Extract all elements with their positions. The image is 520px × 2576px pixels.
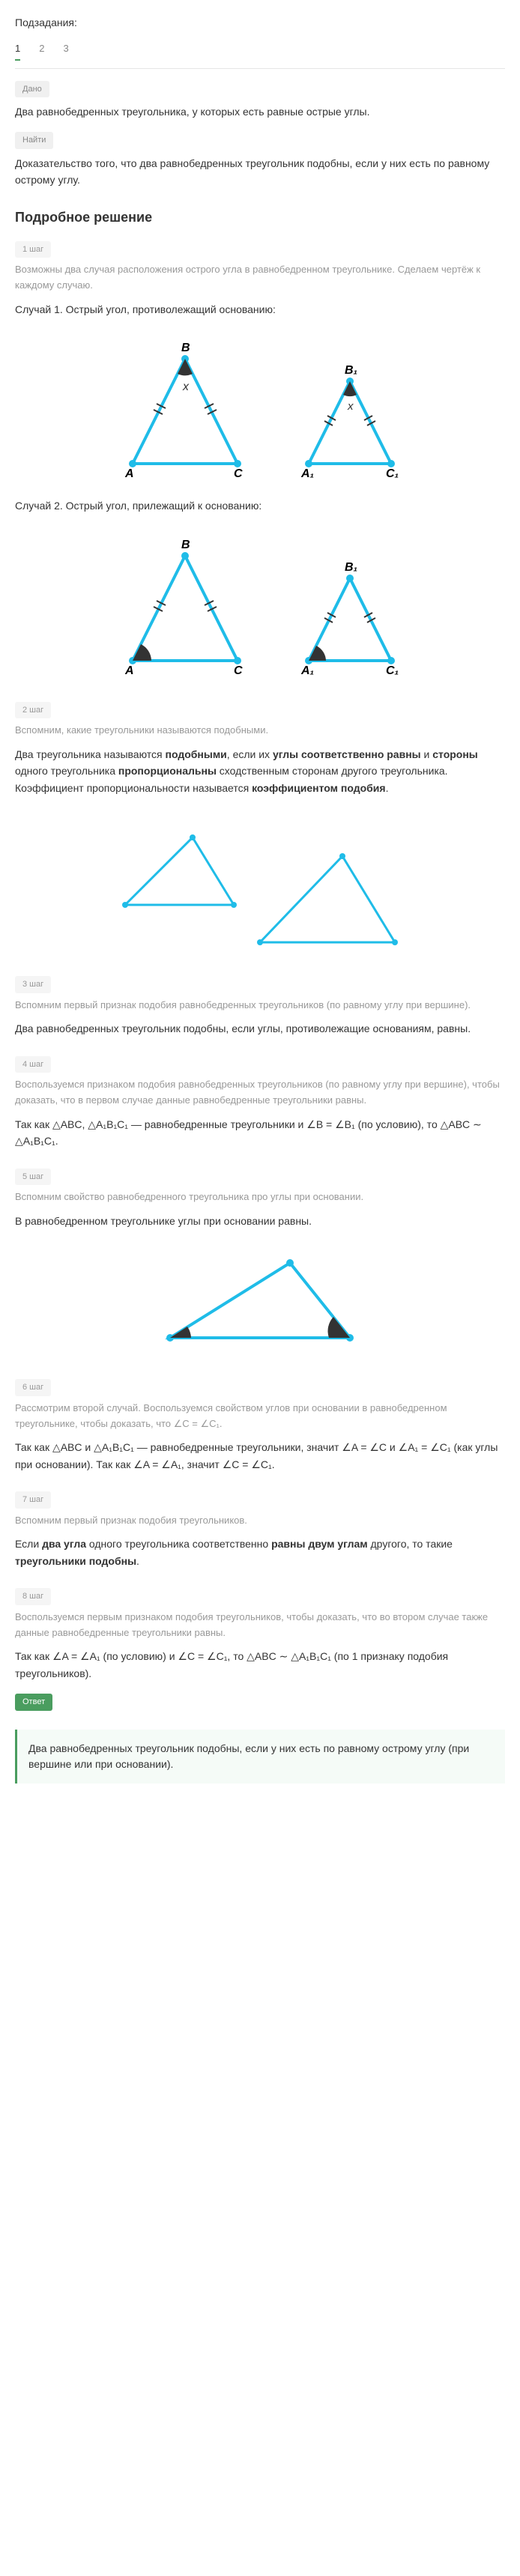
svg-text:A: A xyxy=(124,467,134,479)
step8-text: Так как ∠A = ∠A₁ (по условию) и ∠C = ∠C₁… xyxy=(15,1648,505,1682)
triangle-abc-case2: B A C xyxy=(110,533,260,676)
step5-text: В равнобедренном треугольнике углы при о… xyxy=(15,1213,505,1229)
triangle-a1b1c1-case1: x B₁ A₁ C₁ xyxy=(290,336,410,479)
step3-text: Два равнобедренных треугольник подобны, … xyxy=(15,1020,505,1037)
svg-text:C: C xyxy=(234,467,243,479)
answer-tag: Ответ xyxy=(15,1694,52,1711)
step3-gray: Вспомним первый признак подобия равнобед… xyxy=(15,998,505,1013)
subtask-1[interactable]: 1 xyxy=(15,38,20,61)
svg-text:B: B xyxy=(181,342,190,354)
step1-tag: 1 шаг xyxy=(15,241,51,258)
step5-gray: Вспомним свойство равнобедренного треуго… xyxy=(15,1189,505,1205)
svg-text:A: A xyxy=(124,664,134,676)
case2-text: Случай 2. Острый угол, прилежащий к осно… xyxy=(15,497,505,514)
svg-text:x: x xyxy=(347,400,354,413)
svg-text:B: B xyxy=(181,539,190,551)
step6-gray: Рассмотрим второй случай. Воспользуемся … xyxy=(15,1401,505,1432)
step2-tag: 2 шаг xyxy=(15,702,51,719)
step3-tag: 3 шаг xyxy=(15,976,51,993)
svg-text:B₁: B₁ xyxy=(345,561,357,574)
case1-text: Случай 1. Острый угол, противолежащий ос… xyxy=(15,301,505,318)
subtasks-nav: 1 2 3 xyxy=(15,38,505,69)
step7-text: Если два угла одного треугольника соотве… xyxy=(15,1536,505,1569)
answer-box: Два равнобедренных треугольник подобны, … xyxy=(15,1730,505,1783)
figure-case1: x B A C x B₁ A₁ C₁ xyxy=(15,336,505,479)
subtask-2[interactable]: 2 xyxy=(39,38,44,61)
figure-case2: B A C B₁ A₁ C₁ xyxy=(15,533,505,676)
step7-gray: Вспомним первый признак подобия треуголь… xyxy=(15,1513,505,1529)
similar-triangles xyxy=(110,815,410,950)
triangle-abc-case1: x B A C xyxy=(110,336,260,479)
find-tag: Найти xyxy=(15,132,53,149)
figure-isosceles xyxy=(15,1248,505,1353)
subtask-3[interactable]: 3 xyxy=(63,38,68,61)
given-text: Два равнобедренных треугольника, у котор… xyxy=(15,103,505,120)
step2-text: Два треугольника называются подобными, е… xyxy=(15,746,505,796)
given-tag: Дано xyxy=(15,81,49,98)
step7-tag: 7 шаг xyxy=(15,1491,51,1509)
step6-tag: 6 шаг xyxy=(15,1379,51,1396)
isosceles-triangle xyxy=(155,1248,365,1353)
step8-tag: 8 шаг xyxy=(15,1588,51,1605)
svg-text:B₁: B₁ xyxy=(345,364,357,377)
svg-text:C: C xyxy=(234,664,243,676)
step2-gray: Вспомним, какие треугольники называются … xyxy=(15,723,505,739)
step4-gray: Воспользуемся признаком подобия равнобед… xyxy=(15,1077,505,1109)
step8-gray: Воспользуемся первым признаком подобия т… xyxy=(15,1610,505,1641)
svg-text:C₁: C₁ xyxy=(386,664,399,676)
subtasks-label: Подзадания: xyxy=(15,15,505,31)
step1-gray: Возможны два случая расположения острого… xyxy=(15,262,505,294)
solution-title: Подробное решение xyxy=(15,207,505,228)
step4-text: Так как △ABC, △A₁B₁C₁ — равнобедренные т… xyxy=(15,1116,505,1150)
triangle-a1b1c1-case2: B₁ A₁ C₁ xyxy=(290,533,410,676)
find-text: Доказательство того, что два равнобедрен… xyxy=(15,155,505,189)
step4-tag: 4 шаг xyxy=(15,1056,51,1073)
svg-text:C₁: C₁ xyxy=(386,467,399,479)
svg-text:A₁: A₁ xyxy=(300,664,314,676)
svg-text:A₁: A₁ xyxy=(300,467,314,479)
figure-similar xyxy=(15,815,505,950)
step5-tag: 5 шаг xyxy=(15,1169,51,1186)
svg-text:x: x xyxy=(182,381,190,393)
step6-text: Так как △ABC и △A₁B₁C₁ — равнобедренные … xyxy=(15,1439,505,1473)
